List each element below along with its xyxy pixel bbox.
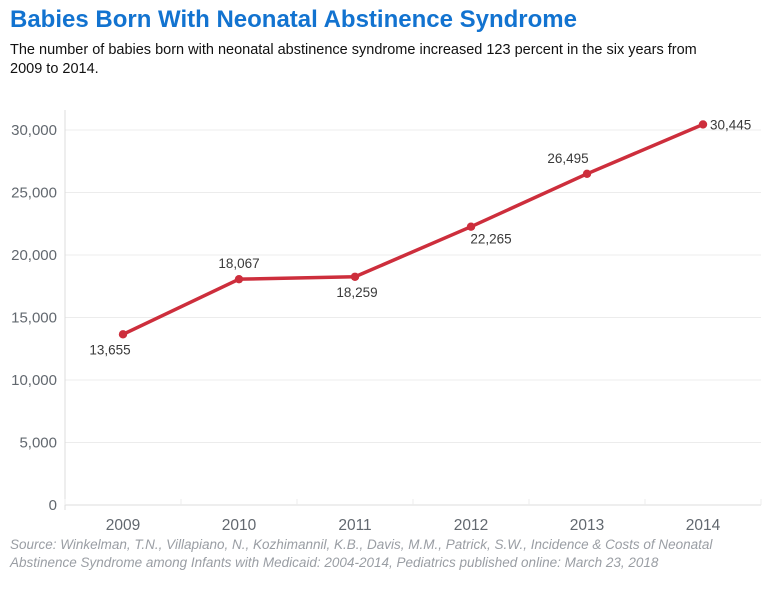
y-tick-label: 20,000 <box>11 247 57 264</box>
y-tick-label: 30,000 <box>11 122 57 139</box>
data-point-label: 26,495 <box>547 151 588 166</box>
y-tick-label: 10,000 <box>11 372 57 389</box>
data-point-label: 13,655 <box>89 342 130 357</box>
source-citation: Source: Winkelman, T.N., Villapiano, N.,… <box>10 537 713 570</box>
page-title: Babies Born With Neonatal Abstinence Syn… <box>10 6 577 33</box>
line-chart-svg: 0 5,000 10,000 15,000 20,000 25,000 30,000 2009… <box>11 110 762 534</box>
data-point-label: 18,067 <box>218 256 259 271</box>
data-series-line <box>121 122 705 337</box>
x-tick-label: 2010 <box>222 517 257 534</box>
data-point-marker <box>466 222 476 231</box>
x-tick-label: 2009 <box>106 517 140 534</box>
y-tick-label: 0 <box>49 497 57 514</box>
x-tick-label: 2013 <box>570 517 604 534</box>
data-point-marker <box>698 120 708 129</box>
y-tick-label: 5,000 <box>19 435 57 452</box>
data-point-marker <box>582 169 592 179</box>
data-point-marker <box>118 330 128 339</box>
data-point-marker <box>350 272 360 281</box>
x-tick-label: 2011 <box>338 517 371 534</box>
data-point-label: 18,259 <box>336 285 377 300</box>
y-tick-label: 15,000 <box>11 310 57 327</box>
line-chart: 0 5,000 10,000 15,000 20,000 25,000 30,000 2009… <box>0 92 769 535</box>
x-tick-label: 2014 <box>686 517 721 534</box>
data-point-marker <box>234 274 244 284</box>
chart-subtitle: The number of babies born with neonatal … <box>10 42 697 77</box>
y-tick-label: 25,000 <box>11 185 57 202</box>
x-tick-label: 2012 <box>454 517 488 534</box>
data-point-label: 22,265 <box>470 232 511 247</box>
data-point-label: 30,445 <box>710 117 751 132</box>
